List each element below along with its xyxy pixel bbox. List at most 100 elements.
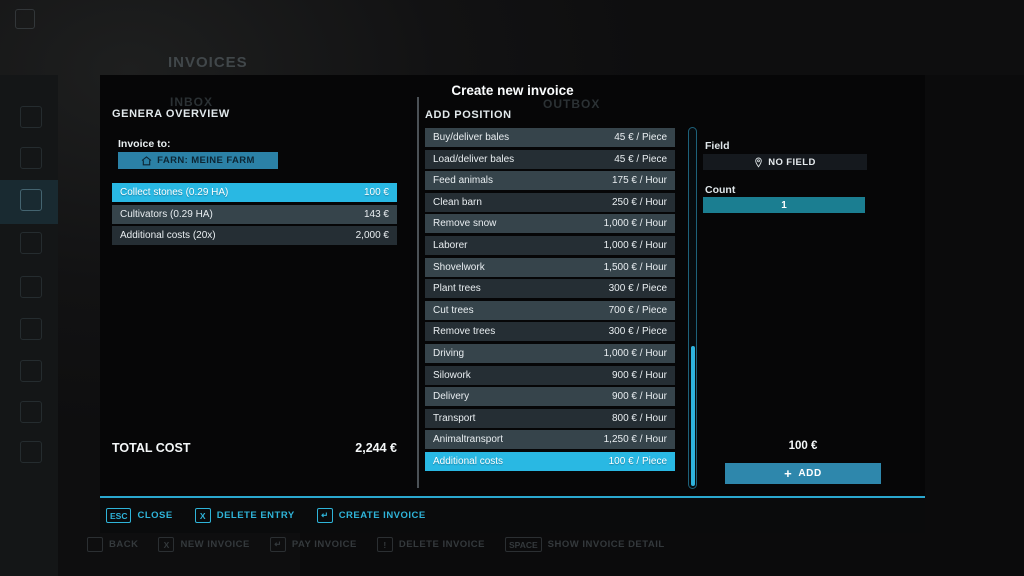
sidebar-active-highlight	[0, 180, 58, 224]
invoice-entry-row[interactable]: Additional costs (20x) 2,000 €	[112, 226, 397, 246]
count-label: Count	[705, 184, 736, 196]
background-help-bar: BACK X NEW INVOICE ↵ PAY INVOICE ! DELET…	[87, 537, 665, 552]
invoice-entry-row[interactable]: Collect stones (0.29 HA) 100 €	[112, 183, 397, 202]
key-badge: ↵	[316, 508, 333, 523]
position-row[interactable]: Driving 1,000 € / Hour	[425, 343, 675, 363]
key-badge: X	[194, 508, 211, 523]
entry-label: Collect stones (0.29 HA)	[120, 187, 229, 198]
total-cost-row: TOTAL COST 2,244 €	[112, 441, 397, 455]
add-position-heading: ADD POSITION	[425, 109, 512, 121]
position-price: 250 € / Hour	[611, 196, 667, 208]
position-label: Silowork	[433, 369, 471, 381]
positions-scrollbar[interactable]	[688, 127, 697, 489]
ghost-key-badge: SPACE	[505, 537, 542, 552]
position-price: 800 € / Hour	[611, 412, 667, 424]
ghost-hint: SPACE SHOW INVOICE DETAIL	[505, 537, 665, 552]
scrollbar-thumb[interactable]	[690, 346, 695, 486]
sidebar	[0, 75, 58, 576]
position-row[interactable]: Transport 800 € / Hour	[425, 408, 675, 428]
field-select-button[interactable]: NO FIELD	[703, 154, 867, 170]
calendar-icon	[20, 276, 42, 298]
entry-value: 143 €	[363, 208, 389, 220]
key-badge: ESC	[106, 508, 132, 523]
envelope-icon	[20, 106, 42, 128]
invoice-entries-list: Collect stones (0.29 HA) 100 € Cultivato…	[112, 183, 397, 248]
position-row[interactable]: Plant trees 300 € / Piece	[425, 279, 675, 299]
panel-divider	[417, 97, 419, 488]
total-cost-label: TOTAL COST	[112, 441, 191, 455]
position-row[interactable]: Remove snow 1,000 € / Hour	[425, 214, 675, 234]
ghost-key-badge: ↵	[269, 537, 286, 552]
ghost-hint-label: DELETE INVOICE	[398, 539, 486, 550]
position-price: 1,500 € / Hour	[603, 261, 667, 273]
entry-label: Additional costs (20x)	[120, 230, 216, 242]
position-label: Shovelwork	[433, 261, 485, 273]
position-row[interactable]: Silowork 900 € / Hour	[425, 365, 675, 385]
hint-button[interactable]: ↵ CREATE INVOICE	[316, 508, 426, 523]
farm-button-label: FARN: MEINE FARM	[157, 155, 255, 166]
position-row[interactable]: Remove trees 300 € / Piece	[425, 322, 675, 342]
entry-label: Cultivators (0.29 HA)	[120, 208, 213, 220]
position-price: 700 € / Piece	[608, 304, 667, 316]
position-label: Remove trees	[433, 326, 496, 338]
position-price: 300 € / Piece	[608, 326, 667, 338]
ghost-key-badge	[87, 537, 103, 552]
position-label: Buy/deliver bales	[433, 132, 510, 143]
invoice-entry-row[interactable]: Cultivators (0.29 HA) 143 €	[112, 204, 397, 224]
position-row[interactable]: Buy/deliver bales 45 € / Piece	[425, 128, 675, 147]
position-row[interactable]: Cut trees 700 € / Piece	[425, 300, 675, 320]
price-preview: 100 €	[788, 440, 818, 452]
chart-icon	[20, 360, 42, 382]
hint-button[interactable]: ESC CLOSE	[106, 508, 173, 523]
players-icon	[20, 401, 42, 423]
position-price: 900 € / Hour	[611, 391, 667, 403]
position-price: 1,000 € / Hour	[603, 347, 667, 359]
background-screen-title: INVOICES	[168, 54, 248, 71]
farm-select-button[interactable]: FARN: MEINE FARM	[118, 152, 278, 169]
hint-button[interactable]: X DELETE ENTRY	[194, 508, 295, 523]
position-row[interactable]: Feed animals 175 € / Hour	[425, 171, 675, 191]
entry-value: 2,000 €	[355, 230, 389, 242]
position-row[interactable]: Delivery 900 € / Hour	[425, 387, 675, 407]
position-row[interactable]: Animaltransport 1,250 € / Hour	[425, 430, 675, 450]
position-label: Feed animals	[433, 175, 494, 187]
ghost-hint: BACK	[87, 537, 138, 552]
dialog-title: Create new invoice	[451, 83, 574, 98]
add-button[interactable]: + ADD	[725, 463, 881, 484]
positions-list: Buy/deliver bales 45 € / Piece Load/deli…	[425, 128, 675, 474]
position-price: 175 € / Hour	[611, 175, 667, 187]
location-pin-icon	[754, 157, 763, 168]
position-label: Animaltransport	[433, 434, 504, 446]
entry-value: 100 €	[363, 187, 389, 198]
position-price: 300 € / Piece	[608, 283, 667, 295]
position-label: Clean barn	[433, 196, 482, 208]
position-price: 1,250 € / Hour	[603, 434, 667, 446]
position-row[interactable]: Laborer 1,000 € / Hour	[425, 235, 675, 255]
ghost-hint-label: BACK	[109, 539, 139, 550]
position-label: Transport	[433, 412, 476, 424]
position-row[interactable]: Shovelwork 1,500 € / Hour	[425, 257, 675, 277]
hint-label: CREATE INVOICE	[338, 510, 426, 521]
field-label: Field	[705, 140, 730, 152]
steering-wheel-icon	[20, 232, 42, 254]
house-icon	[141, 155, 152, 166]
ghost-key-badge: !	[376, 537, 393, 552]
position-label: Driving	[433, 347, 465, 359]
position-row[interactable]: Load/deliver bales 45 € / Piece	[425, 149, 675, 169]
position-price: 1,000 € / Hour	[603, 239, 667, 251]
ghost-hint: ! DELETE INVOICE	[376, 537, 486, 552]
hint-label: DELETE ENTRY	[216, 510, 295, 521]
ghost-hint-label: PAY INVOICE	[291, 539, 357, 550]
ghost-key-badge: X	[158, 537, 175, 552]
position-price: 45 € / Piece	[614, 153, 667, 165]
ghost-hint: ↵ PAY INVOICE	[269, 537, 357, 552]
position-row[interactable]: Clean barn 250 € / Hour	[425, 192, 675, 212]
position-label: Plant trees	[433, 283, 481, 295]
count-input[interactable]	[703, 197, 865, 213]
total-cost-value: 2,244 €	[355, 441, 397, 455]
invoice-to-label: Invoice to:	[118, 138, 171, 150]
overview-heading: GENERA OVERVIEW	[112, 108, 230, 120]
position-row[interactable]: Additional costs 100 € / Piece	[425, 451, 675, 471]
gear-icon	[20, 441, 42, 463]
position-label: Cut trees	[433, 304, 474, 316]
